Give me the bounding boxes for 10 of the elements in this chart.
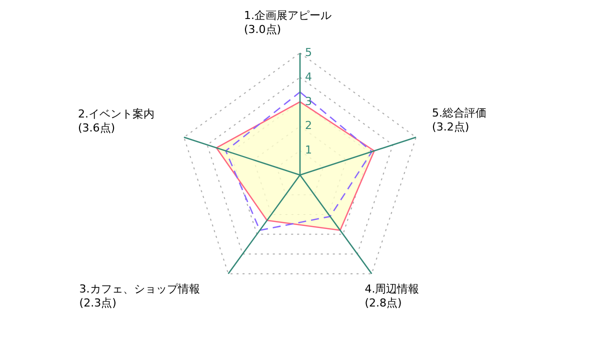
spoke-label: 4.周辺情報 (2.8点) xyxy=(364,282,420,310)
y-tick-label: 2 xyxy=(305,119,312,132)
y-tick-label: 5 xyxy=(305,46,312,59)
y-tick-label: 3 xyxy=(305,94,312,108)
spoke-label: 3.カフェ、ショップ情報 (2.3点) xyxy=(79,282,200,310)
y-tick-label: 4 xyxy=(305,70,312,84)
spoke-label: 1.企画展アピール (3.0点) xyxy=(244,9,332,36)
spoke-label: 2.イベント案内 (3.6点) xyxy=(78,107,154,134)
spoke-label: 5.総合評価 (3.2点) xyxy=(432,106,487,134)
y-tick-label: 1 xyxy=(305,144,312,157)
